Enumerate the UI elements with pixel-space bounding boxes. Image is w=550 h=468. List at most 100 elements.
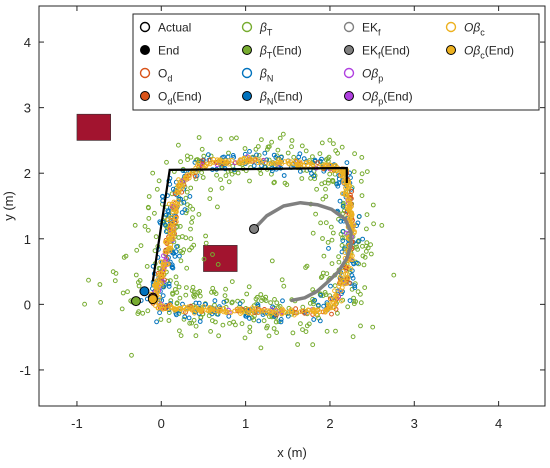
data-point xyxy=(185,202,190,208)
legend-marker xyxy=(242,45,252,55)
data-point xyxy=(279,311,285,317)
data-point xyxy=(183,309,188,315)
data-point xyxy=(300,327,305,333)
data-point xyxy=(158,259,164,265)
data-point xyxy=(176,284,182,290)
data-point xyxy=(338,218,344,224)
data-point xyxy=(170,220,175,226)
data-point xyxy=(167,248,173,254)
data-point xyxy=(355,239,361,244)
legend-marker xyxy=(139,21,151,33)
data-point xyxy=(345,195,351,201)
data-point xyxy=(172,254,178,259)
data-point xyxy=(286,161,291,166)
legend-entry-o-beta-c-end: Oβc(End) xyxy=(446,44,514,61)
data-point xyxy=(269,139,275,145)
legend-marker xyxy=(241,21,253,33)
data-point xyxy=(295,342,301,347)
data-point xyxy=(191,293,197,299)
data-point xyxy=(215,204,220,210)
data-point xyxy=(161,303,166,309)
data-point xyxy=(247,178,252,184)
data-point xyxy=(279,306,285,312)
data-point xyxy=(251,157,257,163)
data-point xyxy=(359,193,365,199)
data-point xyxy=(210,285,216,291)
data-point xyxy=(313,211,319,217)
data-point xyxy=(196,212,202,217)
data-point xyxy=(112,278,118,284)
data-point xyxy=(312,297,318,303)
data-point xyxy=(262,160,268,166)
data-point xyxy=(170,290,175,296)
data-point xyxy=(192,173,198,179)
data-point xyxy=(251,308,257,314)
legend-label: Oβp xyxy=(362,67,383,84)
data-point xyxy=(264,325,270,331)
data-point xyxy=(310,342,316,348)
data-point xyxy=(238,311,243,317)
legend-entry-o-d-end: Od(End) xyxy=(140,90,202,107)
data-point xyxy=(352,283,358,289)
x-tick-label: -1 xyxy=(71,416,83,431)
data-point xyxy=(284,182,290,188)
legend-marker xyxy=(343,67,355,79)
data-point xyxy=(256,153,262,158)
data-point xyxy=(229,157,235,163)
data-point xyxy=(333,301,339,307)
data-point xyxy=(235,298,241,304)
data-point xyxy=(212,298,218,304)
data-point xyxy=(145,204,151,210)
legend-entry-end: End xyxy=(140,44,179,58)
legend-entry-o-d: Od xyxy=(139,67,172,84)
legend-marker xyxy=(242,91,252,101)
data-point xyxy=(269,258,275,264)
data-point xyxy=(354,260,360,266)
data-point xyxy=(339,169,344,175)
data-point xyxy=(333,328,338,334)
data-point xyxy=(329,311,334,317)
data-point xyxy=(368,242,374,248)
data-point xyxy=(360,253,366,259)
y-axis-label: y (m) xyxy=(1,191,16,221)
data-point xyxy=(317,318,323,324)
data-point xyxy=(198,314,204,320)
data-point xyxy=(297,151,303,157)
data-point xyxy=(260,295,266,301)
data-point xyxy=(166,201,172,207)
data-point xyxy=(166,318,172,323)
data-point xyxy=(176,306,182,311)
data-point xyxy=(347,183,352,188)
data-point xyxy=(303,148,309,154)
data-point xyxy=(298,321,303,327)
legend-label: βN xyxy=(259,67,273,84)
legend-label: βN(End) xyxy=(259,90,303,107)
data-point xyxy=(347,206,352,212)
data-point xyxy=(350,275,356,281)
data-point xyxy=(330,230,336,236)
data-point xyxy=(221,299,227,305)
data-point xyxy=(166,284,172,289)
data-point xyxy=(196,135,202,140)
legend-entry-beta-t-end: βT(End) xyxy=(242,44,302,61)
data-point xyxy=(138,243,144,249)
data-point xyxy=(268,300,274,306)
data-point xyxy=(326,246,331,251)
data-point xyxy=(214,172,220,178)
data-point xyxy=(228,310,234,315)
legend-label: βT(End) xyxy=(259,44,302,61)
data-point xyxy=(134,247,140,253)
data-point xyxy=(160,306,166,312)
data-point xyxy=(191,242,197,248)
data-point xyxy=(156,178,162,184)
legend-marker xyxy=(140,45,150,55)
data-point xyxy=(256,318,262,324)
obstacle-block xyxy=(76,113,111,141)
data-point xyxy=(364,226,369,232)
data-point xyxy=(317,309,323,315)
data-point xyxy=(184,189,190,195)
data-point xyxy=(165,306,170,312)
data-point xyxy=(336,254,342,260)
data-point xyxy=(217,308,223,314)
data-point xyxy=(226,161,232,167)
